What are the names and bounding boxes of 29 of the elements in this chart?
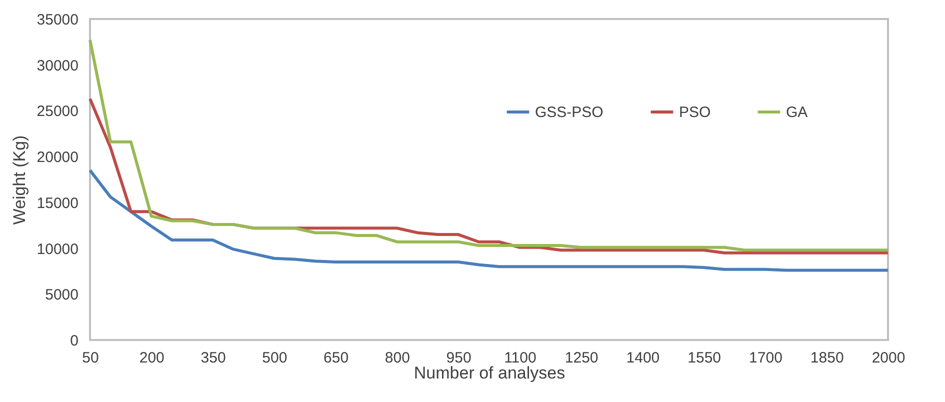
line-series	[88, 38, 890, 252]
y-tick-label: 10000	[36, 240, 78, 258]
y-tick-label: 35000	[36, 12, 78, 28]
x-tick-label: 1700	[749, 350, 782, 366]
x-tick-label: 350	[200, 350, 226, 366]
y-tick-label: 20000	[36, 149, 78, 166]
y-axis-title: Weight (Kg)	[10, 135, 29, 225]
x-tick-label: 950	[446, 350, 472, 366]
x-tick-label: 50	[82, 350, 99, 366]
line-series	[88, 168, 890, 272]
y-tick-label: 5000	[45, 286, 78, 304]
x-tick-label: 500	[262, 350, 288, 366]
x-tick-label: 1250	[564, 350, 598, 366]
y-tick-label: 15000	[36, 194, 78, 212]
y-tick-label: 30000	[36, 57, 78, 74]
x-tick-label: 650	[324, 350, 349, 366]
x-tick-label: 1400	[626, 350, 660, 366]
x-tick-label: 800	[384, 350, 410, 366]
x-tick-label: 2000	[872, 350, 906, 366]
y-tick-label: 0	[70, 332, 78, 350]
legend-label: GA	[786, 104, 808, 121]
legend-label: PSO	[679, 104, 711, 121]
x-tick-label: 1550	[688, 350, 722, 366]
y-tick-label: 25000	[36, 103, 78, 120]
x-tick-label: 200	[139, 350, 164, 366]
x-tick-label: 1100	[504, 350, 536, 366]
legend-label: GSS-PSO	[535, 104, 604, 121]
x-axis-title: Number of analyses	[414, 364, 566, 382]
x-tick-label: 1850	[810, 350, 844, 366]
